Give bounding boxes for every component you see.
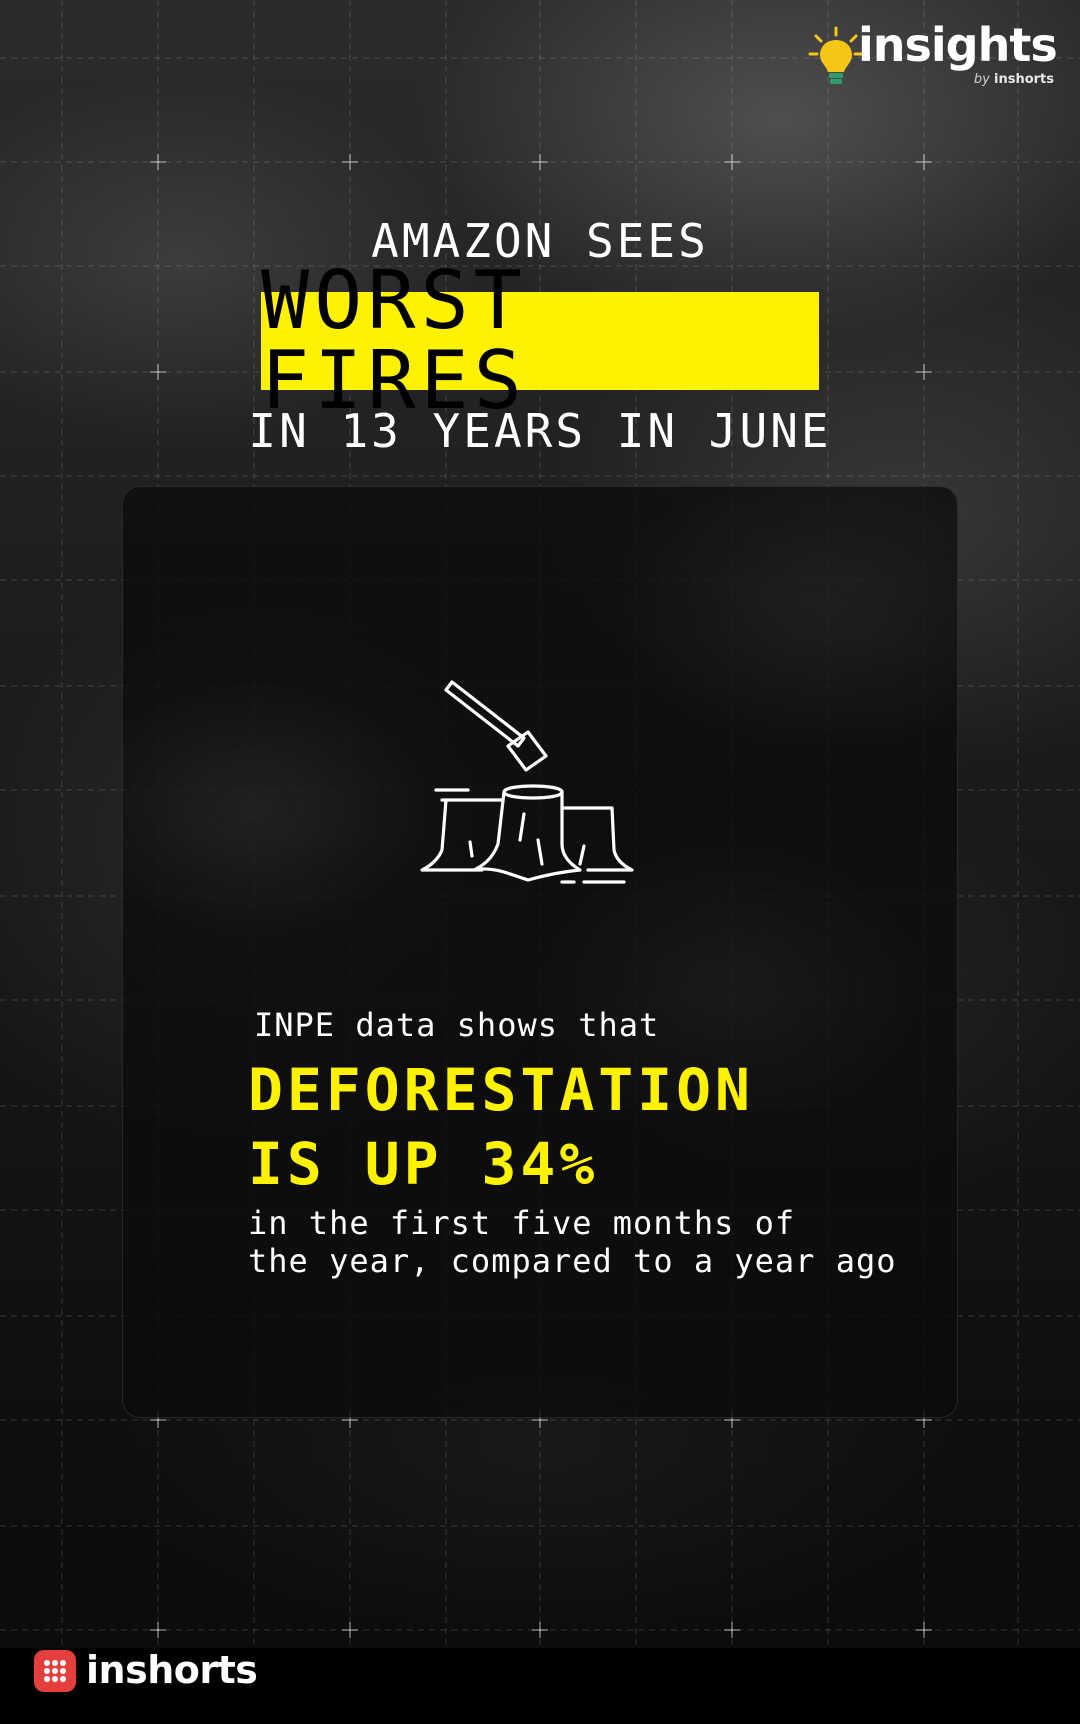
- inshorts-mark-icon: [34, 1650, 76, 1692]
- stat-detail-line-2: the year, compared to a year ago: [248, 1242, 897, 1280]
- insights-logo: insights by inshorts: [794, 18, 1058, 98]
- inshorts-wordmark: inshorts: [86, 1648, 258, 1692]
- stat-headline-line-2: IS UP 34%: [248, 1130, 599, 1198]
- stat-detail-line-1: in the first five months of: [248, 1204, 796, 1242]
- tree-stump-axe-icon: [420, 680, 634, 884]
- headline-line-3: IN 13 YEARS IN JUNE: [248, 404, 832, 458]
- stat-headline-line-1: DEFORESTATION: [248, 1056, 754, 1124]
- inshorts-logo: inshorts: [34, 1648, 264, 1696]
- headline-highlight-box: WORST FIRES: [261, 261, 819, 421]
- insights-wordmark: insights: [858, 18, 1058, 72]
- headline-line-1: AMAZON SEES: [371, 214, 709, 268]
- card-intro-text: INPE data shows that: [254, 1006, 660, 1044]
- footer-band: [0, 1648, 1080, 1724]
- lightbulb-icon: [808, 26, 864, 84]
- info-card: [122, 486, 958, 1418]
- insights-byline: by inshorts: [973, 72, 1054, 87]
- headline-highlight-text: WORST FIRES: [261, 254, 527, 427]
